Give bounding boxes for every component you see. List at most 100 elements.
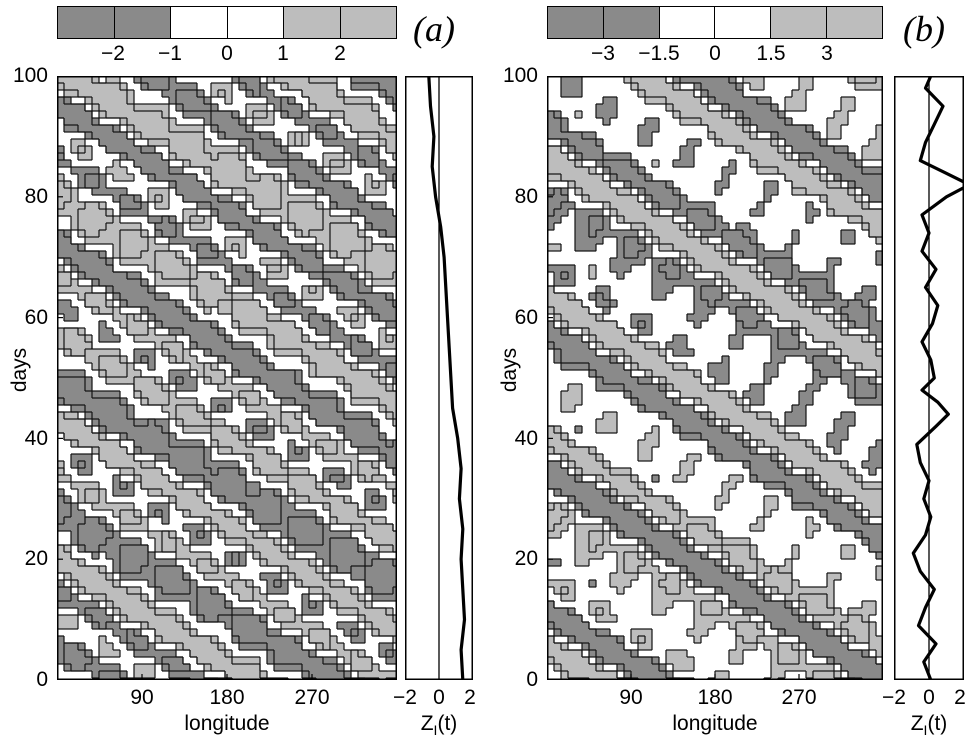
heatmap-cell — [365, 342, 373, 350]
heatmap-cell — [358, 244, 366, 252]
heatmap-cell — [274, 328, 282, 336]
heatmap-cell — [71, 76, 79, 84]
heatmap-cell — [295, 230, 303, 238]
heatmap-cell — [246, 594, 254, 602]
heatmap-cell — [169, 657, 177, 665]
heatmap-cell — [57, 160, 65, 168]
heatmap-cell — [169, 615, 177, 623]
heatmap-cell — [57, 391, 65, 399]
heatmap-cell — [239, 202, 247, 210]
heatmap-cell — [141, 209, 149, 217]
heatmap-cell — [232, 440, 240, 448]
heatmap-cell — [134, 517, 142, 525]
heatmap-cell — [386, 293, 394, 301]
heatmap-cell — [393, 223, 397, 231]
heatmap-cell — [295, 636, 303, 644]
heatmap-cell — [274, 300, 282, 308]
heatmap-cell — [302, 538, 310, 546]
heatmap-cell — [99, 209, 107, 217]
heatmap-cell — [92, 496, 100, 504]
heatmap-cell — [71, 419, 79, 427]
heatmap-cell — [316, 587, 324, 595]
heatmap-cell — [204, 608, 212, 616]
heatmap-cell — [358, 433, 366, 441]
heatmap-cell — [295, 580, 303, 588]
heatmap-cell — [99, 517, 107, 525]
heatmap-cell — [274, 195, 282, 203]
heatmap-cell — [232, 587, 240, 595]
heatmap-cell — [204, 237, 212, 245]
heatmap-cell — [288, 643, 296, 651]
heatmap-cell — [330, 265, 338, 273]
heatmap-cell — [197, 447, 205, 455]
heatmap-cell — [85, 132, 93, 140]
heatmap-cell — [92, 398, 100, 406]
heatmap-cell — [99, 615, 107, 623]
heatmap-cell — [274, 314, 282, 322]
heatmap-cell — [197, 244, 205, 252]
heatmap-cell — [183, 195, 191, 203]
heatmap-cell — [316, 636, 324, 644]
heatmap-cell — [71, 398, 79, 406]
heatmap-cells — [57, 76, 397, 680]
heatmap-cell — [211, 461, 219, 469]
heatmap-cell — [190, 671, 198, 679]
heatmap-cell — [372, 251, 380, 259]
heatmap-cell — [127, 125, 135, 133]
heatmap-cell — [372, 580, 380, 588]
heatmap-cell — [155, 510, 163, 518]
heatmap-cell — [85, 580, 93, 588]
heatmap-cell — [71, 258, 79, 266]
heatmap-cell — [330, 321, 338, 329]
heatmap-cell — [281, 559, 289, 567]
heatmap-cell — [358, 608, 366, 616]
heatmap-cell — [197, 426, 205, 434]
heatmap-cell — [78, 482, 86, 490]
heatmap-cell — [127, 244, 135, 252]
heatmap-cell — [372, 153, 380, 161]
heatmap-cell — [225, 307, 233, 315]
heatmap-cell — [204, 321, 212, 329]
heatmap-cell — [337, 286, 345, 294]
heatmap-cell — [379, 202, 387, 210]
heatmap-cell — [288, 615, 296, 623]
heatmap-cell — [232, 391, 240, 399]
heatmap-cell — [134, 146, 142, 154]
heatmap-cell — [253, 594, 261, 602]
heatmap-cell — [197, 97, 205, 105]
heatmap-cell — [183, 272, 191, 280]
heatmap-cell — [323, 188, 331, 196]
heatmap-cell — [99, 398, 107, 406]
heatmap-cell — [323, 209, 331, 217]
heatmap-cell — [323, 349, 331, 357]
heatmap-cell — [365, 384, 373, 392]
heatmap-cell — [127, 279, 135, 287]
heatmap-cell — [92, 83, 100, 91]
heatmap-cell — [92, 594, 100, 602]
heatmap-cell — [302, 139, 310, 147]
heatmap-cell — [344, 377, 352, 385]
heatmap-cell — [344, 601, 352, 609]
heatmap-cell — [120, 146, 128, 154]
heatmap-cell — [162, 538, 170, 546]
heatmap-cell — [260, 181, 268, 189]
heatmap-cell — [148, 391, 156, 399]
heatmap-cell — [351, 594, 359, 602]
heatmap-cell — [239, 615, 247, 623]
heatmap-cell — [309, 244, 317, 252]
heatmap-cell — [57, 517, 65, 525]
heatmap-cell — [106, 279, 114, 287]
heatmap-cell — [99, 587, 107, 595]
heatmap-cell — [274, 538, 282, 546]
heatmap-cell — [211, 181, 219, 189]
heatmap-cell — [239, 398, 247, 406]
heatmap-cell — [197, 160, 205, 168]
heatmap-cell — [204, 258, 212, 266]
heatmap-cell — [260, 363, 268, 371]
heatmap-cell — [141, 426, 149, 434]
heatmap-cell — [211, 328, 219, 336]
heatmap-cell — [141, 258, 149, 266]
heatmap-cell — [99, 370, 107, 378]
heatmap-cell — [190, 139, 198, 147]
heatmap-cell — [309, 125, 317, 133]
